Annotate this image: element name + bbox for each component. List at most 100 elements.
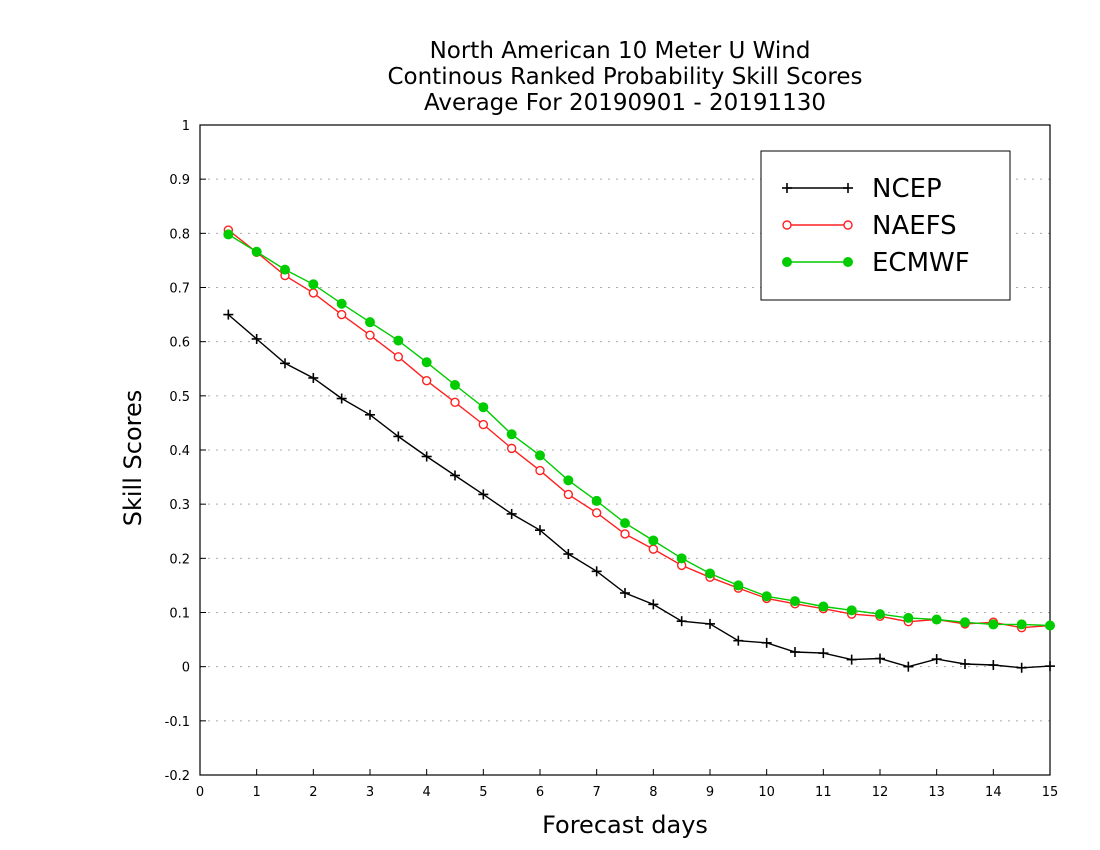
x-tick-label-14: 14 (985, 785, 1002, 800)
legend-marker-end-naefs (843, 220, 853, 230)
point-ncep-2 (280, 358, 290, 369)
point-ecmwf-22 (846, 605, 857, 616)
point-ecmwf-2 (280, 264, 290, 275)
point-naefs-13 (591, 508, 602, 518)
point-ncep-11 (535, 525, 545, 536)
y-tick-label-11: 0.9 (169, 173, 190, 188)
x-axis-ticks: 0 1 2 3 4 5 6 7 8 9 10 11 12 13 14 15 (196, 769, 1058, 800)
y-tick-label-6: 0.4 (169, 444, 190, 459)
y-tick-label-12: 1 (182, 119, 190, 134)
x-tick-label-13: 13 (928, 785, 945, 800)
series-ncep (223, 309, 1055, 673)
y-tick-label-5: 0.3 (169, 498, 190, 513)
point-ncep-0 (223, 309, 234, 320)
legend-entry-ncep: NCEP (782, 174, 942, 204)
point-ncep-25 (931, 654, 942, 665)
point-ecmwf-13 (591, 495, 602, 506)
point-ncep-9 (478, 489, 489, 500)
series-ecmwf (223, 229, 1055, 631)
chart-title-line-2: Continous Ranked Probability Skill Score… (387, 64, 862, 90)
point-ncep-1 (251, 333, 262, 344)
x-tick-label-15: 15 (1042, 785, 1059, 800)
y-tick-label-3: 0.1 (169, 607, 190, 622)
legend: NCEP NAEFS ECMWF (760, 150, 1011, 301)
y-tick-label-7: 0.5 (169, 390, 190, 405)
legend-label-naefs: NAEFS (872, 211, 957, 241)
point-ncep-15 (648, 599, 659, 610)
point-ecmwf-28 (1016, 619, 1027, 630)
legend-marker-start-ncep (782, 183, 792, 193)
point-ecmwf-1 (251, 246, 262, 257)
point-ncep-16 (676, 616, 687, 627)
point-ecmwf-11 (535, 450, 545, 461)
point-ncep-8 (450, 470, 460, 481)
point-naefs-15 (648, 544, 659, 554)
x-tick-label-0: 0 (196, 785, 204, 800)
point-naefs-4 (336, 309, 347, 320)
point-ecmwf-4 (336, 298, 347, 309)
point-ncep-21 (818, 648, 829, 659)
point-ecmwf-23 (875, 609, 885, 620)
point-ecmwf-27 (988, 619, 999, 630)
point-ecmwf-8 (450, 380, 460, 390)
legend-marker-start-ecmwf (782, 257, 792, 267)
y-tick-label-10: 0.8 (169, 227, 190, 242)
x-tick-label-12: 12 (872, 785, 889, 800)
point-ecmwf-20 (790, 596, 800, 607)
legend-label-ncep: NCEP (872, 174, 942, 204)
chart-titles: North American 10 Meter U Wind Continous… (387, 38, 862, 116)
x-tick-label-10: 10 (758, 785, 775, 800)
point-ncep-24 (903, 661, 914, 672)
legend-marker-end-ecmwf (843, 257, 853, 267)
y-axis-label: Skill Scores (119, 390, 147, 527)
chart-title-line-1: North American 10 Meter U Wind (430, 38, 811, 64)
point-ncep-26 (960, 658, 970, 669)
x-tick-label-8: 8 (649, 785, 657, 800)
legend-marker-start-naefs (782, 220, 792, 230)
point-ncep-4 (336, 393, 347, 404)
point-ecmwf-9 (478, 402, 489, 413)
x-axis-label: Forecast days (542, 811, 708, 839)
point-naefs-7 (421, 375, 432, 386)
x-tick-label-11: 11 (815, 785, 832, 800)
y-tick-label-1: -0.1 (165, 715, 190, 730)
point-naefs-8 (450, 397, 460, 408)
point-naefs-11 (535, 465, 545, 476)
grid-lines (200, 178, 1050, 722)
x-tick-label-3: 3 (366, 785, 374, 800)
x-tick-label-2: 2 (309, 785, 317, 800)
point-ecmwf-0 (223, 229, 234, 240)
y-tick-label-9: 0.7 (169, 282, 190, 297)
chart-title-line-3: Average For 20190901 - 20191130 (424, 90, 826, 116)
legend-marker-end-ncep (843, 183, 853, 193)
point-ecmwf-5 (365, 317, 375, 328)
legend-entry-naefs: NAEFS (782, 211, 957, 241)
point-ecmwf-12 (563, 475, 574, 486)
point-ncep-7 (421, 451, 432, 462)
point-ncep-17 (705, 618, 715, 629)
point-ncep-13 (591, 566, 602, 577)
point-ncep-20 (790, 647, 800, 658)
point-ncep-27 (988, 660, 999, 671)
point-ncep-10 (506, 508, 517, 519)
x-tick-label-5: 5 (479, 785, 487, 800)
legend-box (760, 150, 1011, 301)
point-naefs-14 (620, 529, 630, 539)
point-ncep-28 (1016, 662, 1027, 673)
x-tick-label-1: 1 (253, 785, 261, 800)
point-naefs-9 (478, 419, 489, 430)
y-tick-label-0: -0.2 (165, 769, 190, 784)
y-axis-ticks: -0.2 -0.1 0 0.1 0.2 0.3 0.4 0.5 0.6 0.7 0.8 0.9 1 (165, 119, 206, 784)
legend-label-ecmwf: ECMWF (872, 248, 970, 278)
series-line-ncep (227, 314, 1051, 669)
point-ncep-29 (1045, 661, 1055, 672)
y-tick-label-8: 0.6 (169, 336, 190, 351)
point-ecmwf-16 (676, 553, 687, 564)
point-ecmwf-19 (761, 591, 772, 602)
point-naefs-3 (308, 288, 319, 298)
x-tick-label-9: 9 (706, 785, 714, 800)
legend-entry-ecmwf: ECMWF (782, 248, 970, 278)
point-ecmwf-6 (393, 335, 404, 346)
point-ecmwf-24 (903, 612, 914, 623)
